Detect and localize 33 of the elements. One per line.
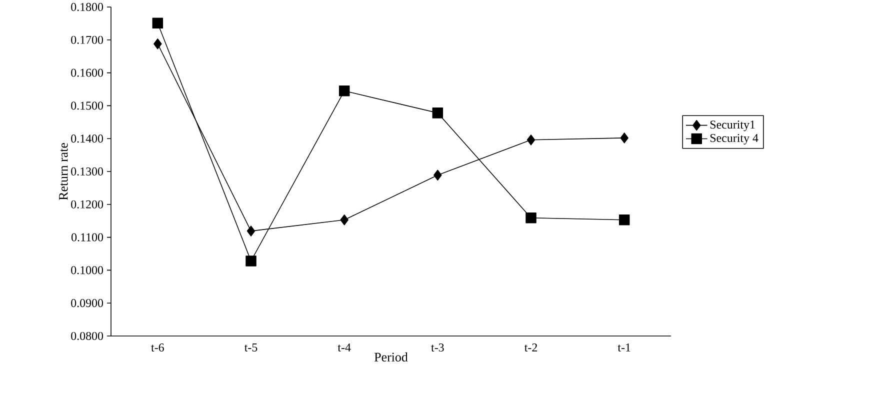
point bbox=[526, 134, 536, 146]
point bbox=[432, 108, 444, 118]
point bbox=[620, 132, 628, 144]
x-tick-label: t-4 bbox=[338, 344, 351, 352]
point bbox=[618, 214, 630, 226]
point bbox=[434, 170, 442, 180]
point bbox=[526, 212, 536, 224]
x-tick-label: t-3 bbox=[431, 344, 444, 352]
legend-label: Security 4 bbox=[710, 134, 758, 145]
legend-label: Security1 bbox=[710, 120, 755, 132]
y-tick-label: 0.0800 bbox=[71, 332, 104, 340]
y-tick-label: 0.1000 bbox=[71, 266, 104, 274]
point bbox=[246, 226, 256, 236]
x-axis-title: Period bbox=[374, 352, 408, 362]
y-tick-label: 0.1800 bbox=[71, 2, 104, 12]
point bbox=[340, 214, 348, 226]
x-tick-label: t-1 bbox=[618, 344, 630, 352]
point bbox=[338, 86, 350, 96]
y-tick-label: 0.1500 bbox=[71, 102, 104, 110]
y-tick-label: 0.1400 bbox=[71, 134, 104, 143]
point bbox=[246, 256, 256, 266]
y-tick-label: 0.1300 bbox=[71, 167, 104, 176]
x-tick-label: t-6 bbox=[151, 344, 164, 352]
point bbox=[154, 38, 162, 50]
y-tick-label: 0.1200 bbox=[71, 200, 104, 208]
y-tick-label: 0.1600 bbox=[71, 68, 104, 77]
y-tick-label: 0.0900 bbox=[71, 299, 104, 308]
x-tick-label: t-2 bbox=[524, 344, 537, 352]
point bbox=[152, 18, 164, 28]
y-tick-label: 0.1100 bbox=[72, 233, 104, 242]
y-axis-title: Return rate bbox=[59, 142, 68, 200]
y-tick-label: 0.1700 bbox=[71, 36, 104, 44]
x-tick-label: t-5 bbox=[244, 344, 258, 352]
